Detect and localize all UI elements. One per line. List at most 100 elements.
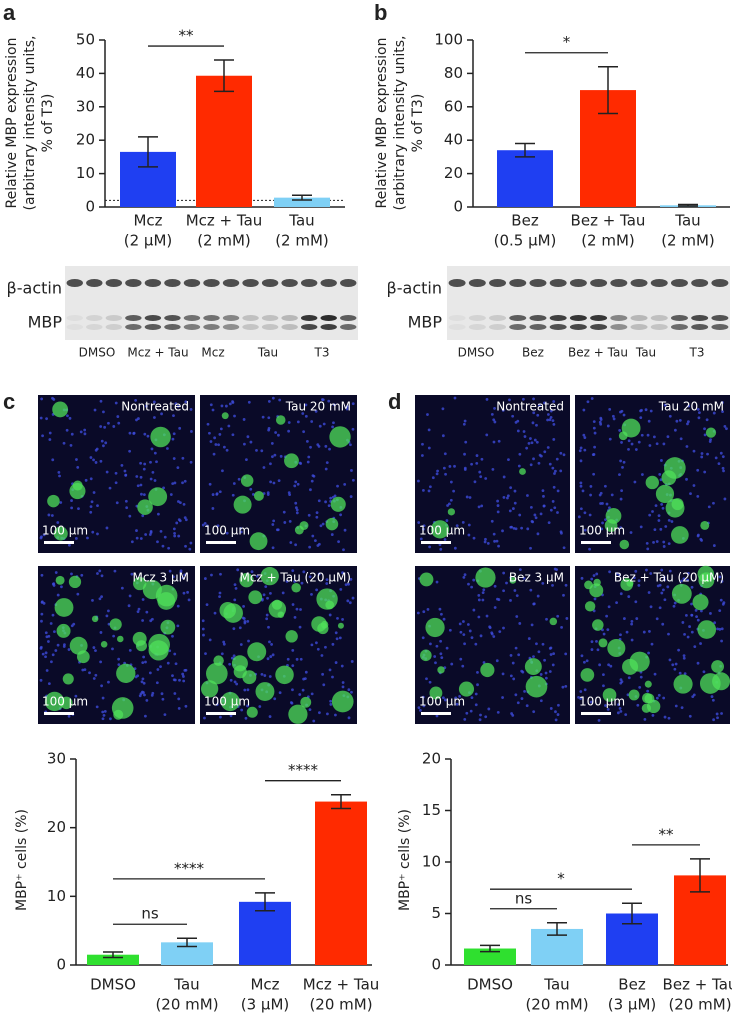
nucleus	[218, 591, 222, 595]
nucleus	[502, 626, 505, 630]
nucleus	[221, 469, 224, 473]
nucleus	[421, 442, 424, 446]
nucleus	[153, 479, 157, 482]
nucleus	[153, 451, 157, 455]
nucleus	[548, 462, 552, 466]
nucleus	[666, 585, 670, 589]
nucleus	[657, 519, 661, 522]
nucleus	[481, 591, 485, 595]
scale-bar	[581, 712, 611, 715]
nucleus	[145, 610, 149, 614]
x-tick-label: Bez + Tau	[663, 976, 732, 994]
nucleus	[630, 638, 634, 642]
nucleus	[112, 425, 116, 428]
mbp-cell	[425, 617, 445, 638]
nucleus	[639, 675, 643, 679]
nucleus	[633, 480, 637, 484]
nucleus	[319, 524, 323, 528]
nucleus	[219, 572, 222, 576]
nucleus	[112, 634, 116, 638]
nucleus	[485, 614, 489, 618]
error-bar	[292, 194, 312, 201]
nucleus	[120, 463, 124, 467]
nucleus	[508, 509, 512, 513]
nucleus	[72, 622, 76, 626]
nucleus	[477, 598, 481, 602]
nucleus	[156, 540, 159, 544]
nucleus	[211, 408, 215, 412]
nucleus	[324, 500, 327, 504]
nucleus	[509, 486, 513, 490]
nucleus	[243, 620, 247, 623]
nucleus	[149, 460, 152, 464]
nucleus	[240, 708, 244, 712]
nucleus	[99, 459, 103, 463]
nucleus	[712, 544, 716, 547]
nucleus	[677, 648, 681, 652]
nucleus	[339, 587, 343, 591]
nucleus	[596, 648, 600, 652]
nucleus	[538, 404, 541, 408]
nucleus	[269, 480, 273, 484]
nucleus	[668, 658, 672, 662]
mbp-cell	[700, 520, 710, 530]
nucleus	[543, 401, 546, 405]
nucleus	[260, 672, 264, 676]
nucleus	[267, 625, 270, 629]
nucleus	[294, 543, 298, 547]
nucleus	[94, 461, 98, 464]
mbp-cell	[255, 682, 275, 702]
mbp-cell	[697, 620, 717, 639]
micrograph: Bez + Tau (20 μM) 100 μm	[575, 565, 731, 724]
nucleus	[606, 424, 610, 428]
micrograph: Nontreated 100 μm	[38, 395, 195, 553]
mbp-band	[320, 324, 337, 330]
nucleus	[650, 642, 654, 646]
nucleus	[461, 664, 465, 668]
mbp-band	[691, 315, 709, 321]
nucleus	[140, 680, 144, 684]
nucleus	[160, 692, 164, 696]
nucleus	[508, 398, 511, 402]
error-bar	[622, 902, 642, 925]
nucleus	[630, 622, 634, 626]
nucleus	[523, 435, 527, 438]
nucleus	[502, 475, 506, 479]
nucleus	[184, 400, 188, 404]
nucleus	[439, 639, 443, 643]
mbp-cell	[628, 689, 640, 701]
mbp-cell	[437, 666, 445, 674]
nucleus	[168, 569, 172, 573]
nucleus	[663, 403, 667, 407]
image-label: Mcz + Tau (20 μM)	[240, 571, 352, 585]
nucleus	[291, 688, 294, 692]
nucleus	[467, 582, 470, 586]
scale-bar	[206, 541, 236, 544]
blot-row-label: MBP	[28, 313, 63, 332]
nucleus	[583, 660, 586, 664]
nucleus	[699, 642, 702, 645]
mbp-band	[448, 315, 466, 321]
scale-bar-label: 100 μm	[579, 695, 625, 709]
nucleus	[526, 494, 529, 497]
nucleus	[520, 669, 524, 673]
nucleus	[44, 631, 48, 635]
nucleus	[341, 681, 345, 684]
nucleus	[177, 707, 181, 710]
nucleus	[482, 661, 486, 664]
panel-letter: a	[3, 0, 16, 25]
nucleus	[40, 535, 43, 539]
nucleus	[515, 594, 519, 598]
nucleus	[233, 598, 237, 602]
nucleus	[269, 655, 273, 658]
nucleus	[590, 648, 594, 651]
significance-label: *	[557, 870, 565, 888]
nucleus	[661, 506, 665, 510]
mbp-cell	[148, 640, 169, 661]
nucleus	[317, 499, 321, 503]
nucleus	[583, 528, 587, 532]
x-tick-label: (2 mM)	[661, 232, 715, 250]
nucleus	[48, 438, 52, 441]
mbp-cell	[76, 650, 90, 664]
nucleus	[427, 489, 431, 493]
